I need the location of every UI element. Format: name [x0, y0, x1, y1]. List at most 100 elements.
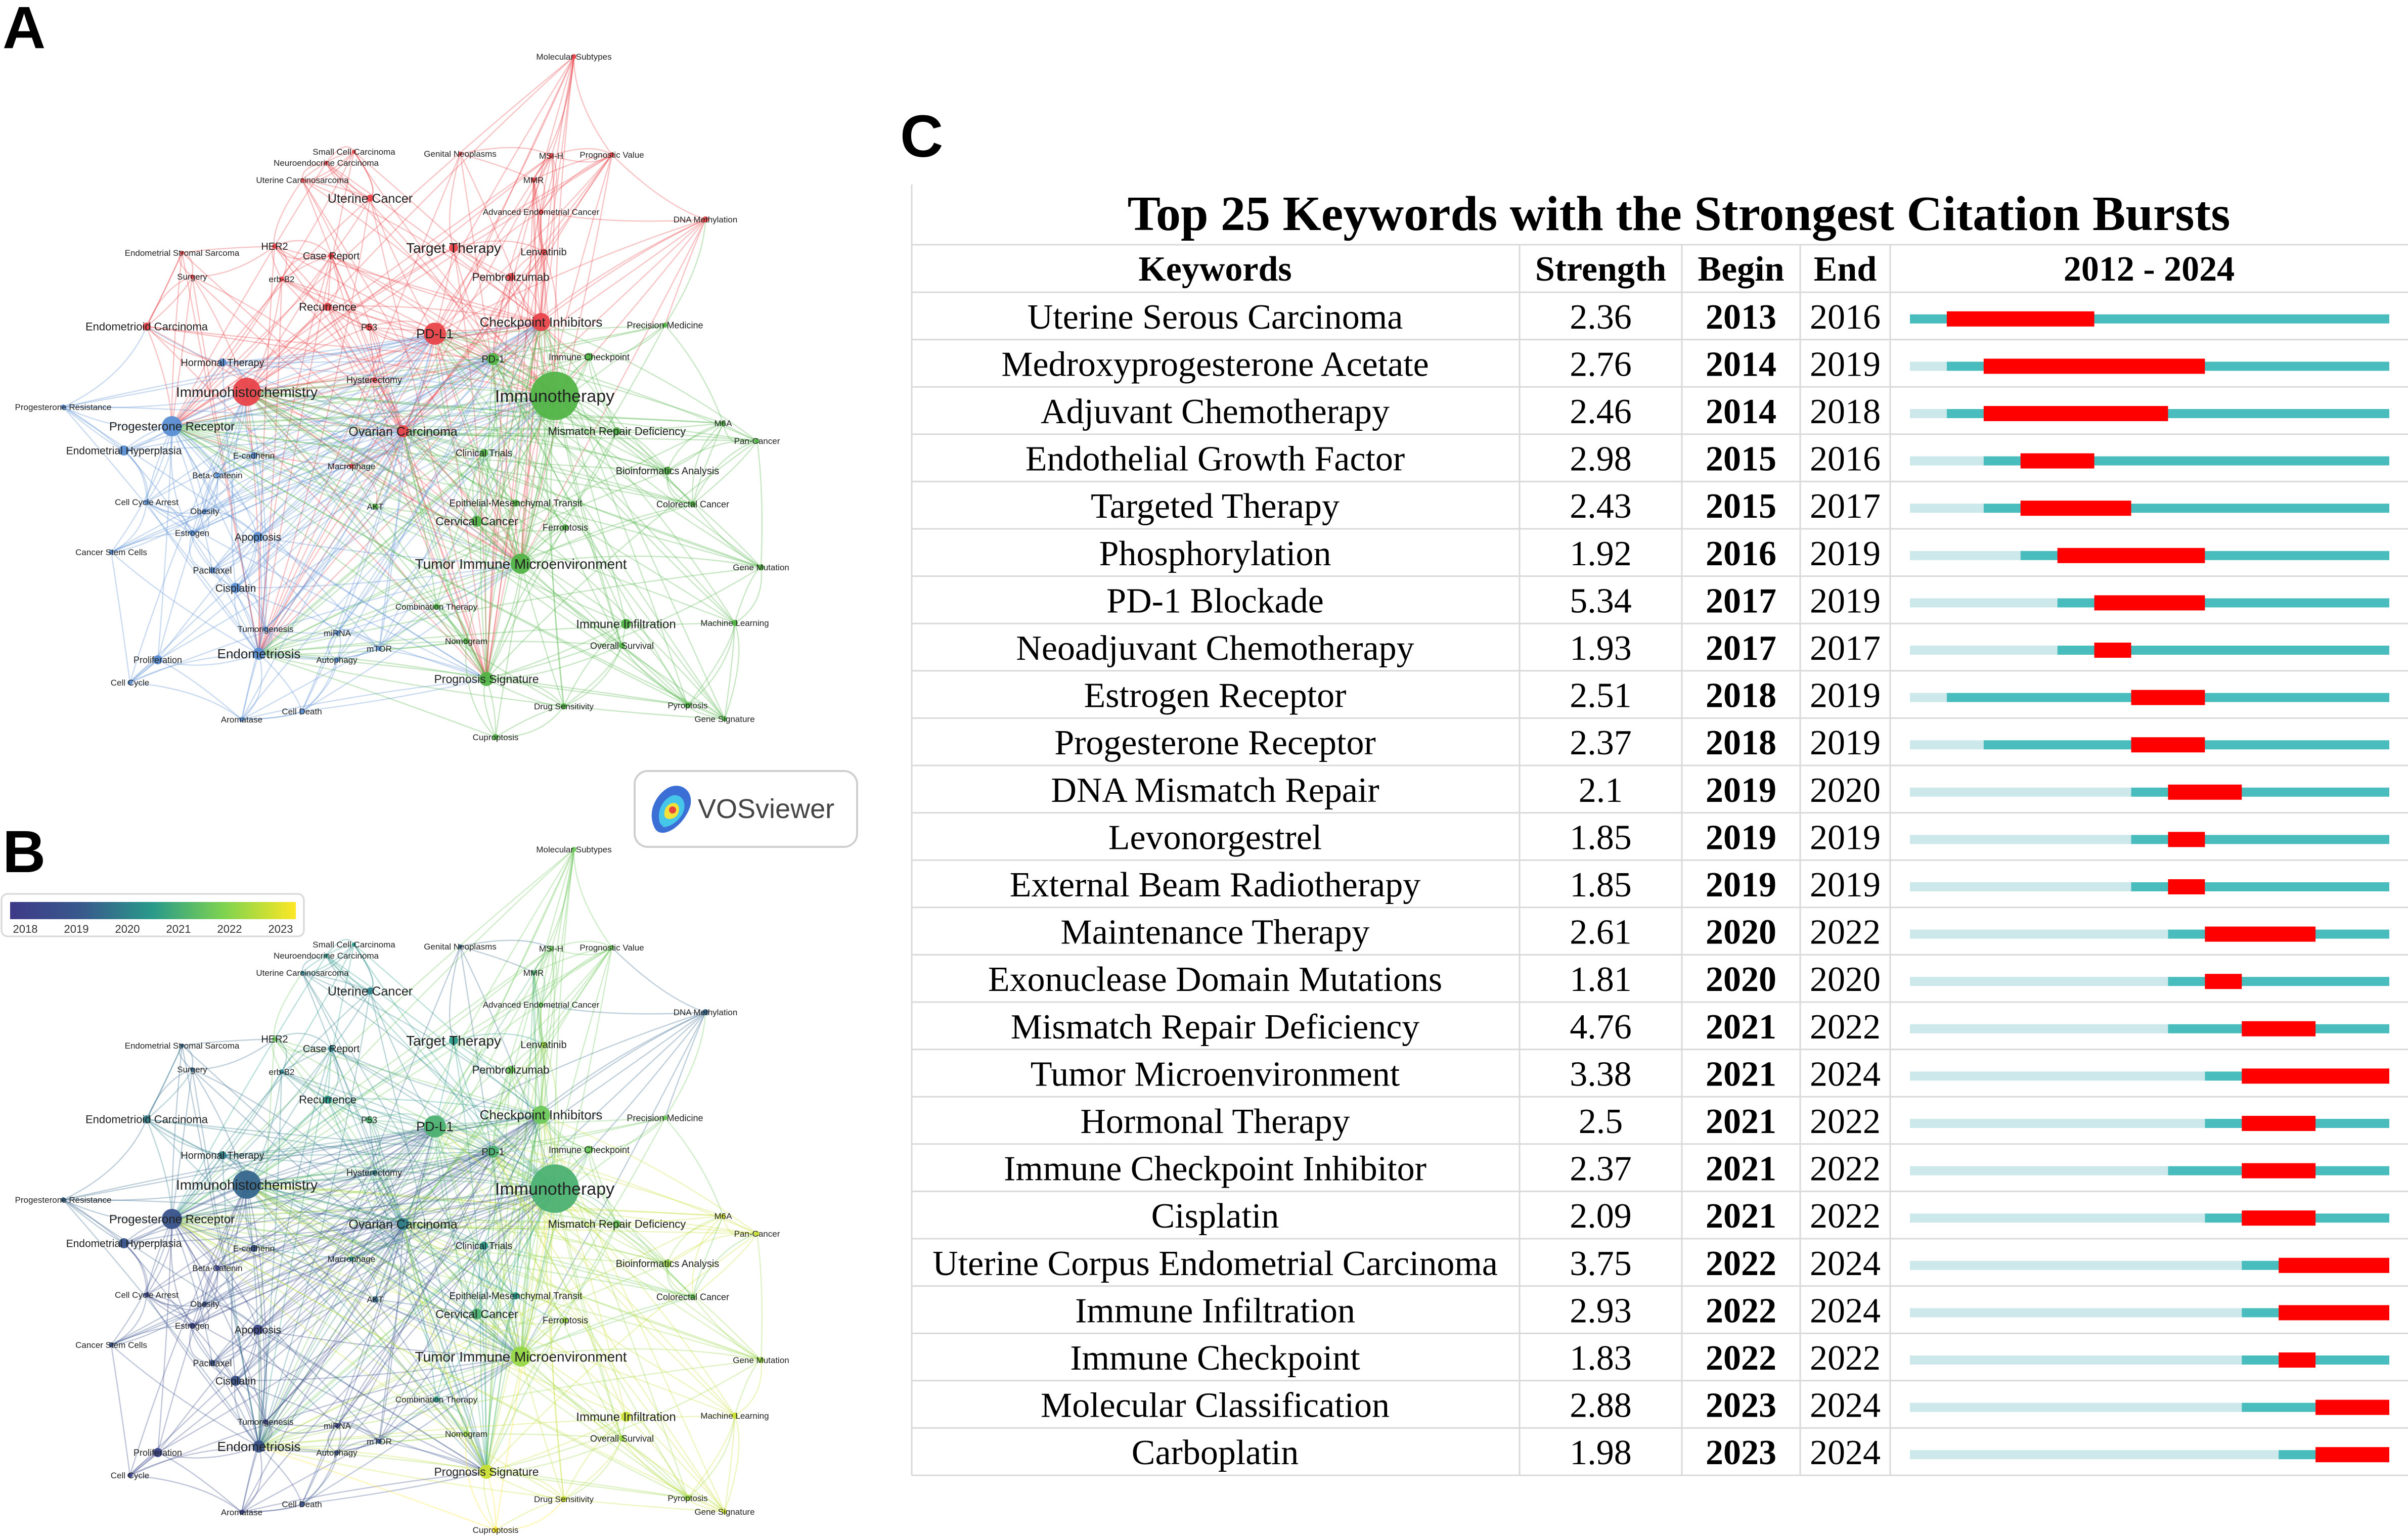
network-edge — [257, 322, 542, 537]
network-edge — [171, 425, 259, 537]
network-edge — [171, 425, 688, 706]
network-edge — [434, 1004, 542, 1127]
network-nodes — [61, 54, 764, 740]
network-edge — [369, 198, 436, 334]
network-edge — [63, 333, 435, 408]
network-edge — [724, 622, 740, 719]
network-edge — [123, 450, 148, 503]
end-cell: 2022 — [1810, 1008, 1881, 1047]
network-edge — [171, 1099, 328, 1220]
network-edge — [331, 255, 542, 323]
network-edge — [351, 1151, 494, 1259]
node-label-mismatch-repair-deficiency: Mismatch Repair Deficiency — [548, 1218, 686, 1231]
network-edge — [212, 570, 260, 654]
network-edge — [258, 1215, 724, 1447]
network-edge — [235, 1380, 266, 1422]
network-edge — [258, 641, 622, 655]
network-edge — [588, 1149, 618, 1225]
network-edge — [63, 406, 124, 451]
network-edge — [274, 1038, 542, 1116]
network-edge — [403, 1149, 590, 1225]
network-edge — [204, 391, 248, 512]
network-edge — [258, 1117, 665, 1447]
network-edge — [434, 1114, 542, 1128]
network-edge — [253, 455, 265, 654]
network-edge — [246, 391, 762, 568]
network-edge — [664, 1117, 724, 1216]
network-edge — [241, 1355, 521, 1513]
network-edge — [265, 1421, 338, 1427]
network-edge — [182, 1038, 275, 1047]
network-edge — [449, 153, 461, 248]
node-label-immune-infiltration: Immune Infiltration — [576, 617, 676, 631]
network-edge — [486, 1437, 622, 1473]
node-label-m6a: M6A — [715, 1211, 733, 1221]
network-edge — [171, 426, 338, 634]
network-edge — [246, 247, 454, 392]
network-edge — [331, 255, 494, 359]
begin-cell: 2021 — [1706, 1102, 1776, 1141]
network-edge — [258, 1224, 404, 1447]
node-proliferation — [153, 1448, 162, 1457]
network-edge — [540, 322, 627, 624]
network-edge — [146, 501, 193, 533]
network-edge — [171, 1171, 375, 1220]
burst-bar — [2242, 1163, 2316, 1179]
burst-row: DNA Mismatch Repair 2.1 2019 2020 — [1051, 771, 2389, 810]
node-label-genital-neoplasms: Genital Neoplasms — [424, 149, 497, 159]
network-edge — [520, 503, 693, 565]
network-edge — [403, 1224, 521, 1357]
network-edge — [465, 1433, 496, 1530]
begin-cell: 2015 — [1706, 487, 1776, 526]
column-header-2012-2024: 2012 - 2024 — [2064, 250, 2235, 289]
network-edge — [246, 255, 332, 392]
network-edge — [63, 406, 124, 451]
network-edge — [465, 1114, 542, 1434]
network-edge — [722, 423, 757, 445]
node-immunotherapy — [530, 372, 579, 420]
node-cell-cycle — [127, 680, 132, 685]
node-cell-cycle-arrest — [144, 1292, 149, 1297]
node-cervical-cancer — [471, 1308, 482, 1320]
network-edge — [621, 645, 725, 720]
network-edge — [171, 426, 564, 707]
network-edge — [241, 563, 521, 720]
network-edge — [351, 1258, 521, 1358]
node-immune-infiltration — [621, 619, 631, 629]
node-label-immunohistochemistry: Immunohistochemistry — [176, 1177, 318, 1193]
node-immune-checkpoint — [585, 1146, 593, 1154]
network-edge — [403, 430, 668, 472]
legend-colorbar — [10, 902, 296, 919]
node-label-cell-cycle-arrest: Cell Cycle Arrest — [115, 497, 179, 507]
network-edge — [336, 1151, 494, 1453]
network-edge — [171, 362, 223, 427]
node-label-immunotherapy: Immunotherapy — [495, 387, 614, 406]
network-edge — [493, 1151, 762, 1361]
network-edge — [453, 1040, 487, 1472]
node-label-erb-b2: erb-B2 — [269, 275, 294, 284]
network-edge — [351, 465, 378, 507]
network-edge — [274, 1032, 332, 1049]
network-edge — [171, 425, 693, 505]
network-edge — [434, 849, 575, 1127]
network-edge — [235, 563, 521, 589]
strength-cell: 2.37 — [1570, 723, 1632, 762]
network-edge — [301, 1452, 338, 1505]
network-edge — [453, 1039, 511, 1071]
network-edge — [192, 395, 555, 534]
network-edge — [246, 1184, 352, 1259]
network-edge — [171, 944, 355, 1219]
network-edge — [146, 1045, 183, 1120]
node-label-colorectal-cancer: Colorectal Cancer — [656, 499, 729, 509]
node-label-advanced-endometrial-cancer: Advanced Endometrial Cancer — [483, 207, 600, 217]
network-edge — [258, 431, 404, 654]
network-edge — [258, 453, 484, 654]
burst-bar — [2094, 595, 2205, 611]
network-edge — [281, 1071, 328, 1100]
network-edge — [257, 1329, 487, 1473]
network-edge — [171, 425, 757, 442]
network-edge — [495, 1498, 564, 1531]
network-edge — [171, 1188, 555, 1220]
node-label-p53: P53 — [361, 322, 377, 332]
network-edge — [204, 1184, 248, 1304]
